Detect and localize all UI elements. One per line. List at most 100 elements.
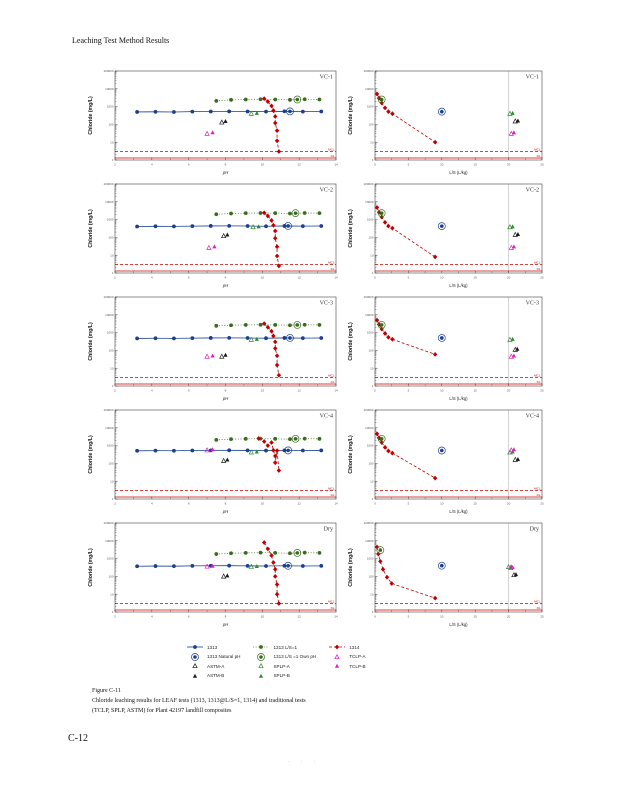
legend-column: 1313 1313 Natural pH ASTM-A ASTM-B [186, 643, 240, 680]
caption-line2: (TCLP, SPLP, ASTM) for Plant 42197 landf… [92, 707, 232, 714]
svg-text:12: 12 [297, 615, 301, 619]
svg-text:2: 2 [114, 389, 116, 393]
legend-item-label: 1313 L/S =1 Own pH [273, 654, 317, 659]
svg-text:100000: 100000 [363, 408, 373, 412]
legend-marker-icon [257, 652, 266, 661]
svg-text:1000: 1000 [107, 218, 114, 222]
legend-item-label: 1314 [349, 644, 360, 650]
svg-text:DL: DL [537, 380, 541, 384]
svg-text:15: 15 [474, 502, 478, 506]
svg-text:Chloride (mg/L): Chloride (mg/L) [348, 96, 354, 135]
legend-item: TCLP-B [328, 662, 366, 670]
svg-text:10: 10 [370, 253, 374, 257]
svg-text:15: 15 [474, 615, 478, 619]
chart-vc1-ls: 1 10 100 1000 10000 100000 0 5 10 15 20 25 L/S (L/kg… [345, 64, 551, 177]
svg-text:14: 14 [334, 163, 338, 167]
svg-text:Chloride (mg/L): Chloride (mg/L) [88, 435, 94, 474]
svg-text:VC-2: VC-2 [526, 188, 539, 194]
legend-item: 1313 [186, 643, 240, 651]
svg-text:8: 8 [225, 276, 227, 280]
legend-item: SPLP-A [252, 662, 316, 670]
svg-text:15: 15 [474, 276, 478, 280]
svg-text:1000: 1000 [367, 557, 374, 561]
svg-text:14: 14 [334, 502, 338, 506]
svg-text:DL: DL [331, 606, 335, 610]
legend-item: ASTM-B [186, 672, 240, 680]
charts-grid: 1 10 100 1000 10000 100000 2 4 6 8 10 12 14 pH Chlorid… [85, 64, 551, 629]
chart-svg: 1 10 100 1000 10000 100000 0 5 10 15 20 25 L/S (L/kg… [348, 295, 544, 401]
svg-text:10: 10 [370, 366, 374, 370]
chart-svg: 1 10 100 1000 10000 100000 2 4 6 8 10 12 14 pH Chlorid… [88, 182, 338, 288]
svg-text:10: 10 [261, 502, 265, 506]
svg-text:Chloride (mg/L): Chloride (mg/L) [348, 435, 354, 474]
svg-text:15: 15 [474, 389, 478, 393]
svg-text:15: 15 [474, 163, 478, 167]
svg-text:pH: pH [222, 509, 229, 514]
chart-svg: 1 10 100 1000 10000 100000 2 4 6 8 10 12 14 pH Chlorid… [88, 69, 338, 175]
svg-text:10000: 10000 [365, 87, 374, 91]
svg-text:10000: 10000 [105, 87, 114, 91]
svg-text:4: 4 [151, 615, 153, 619]
svg-text:VC-4: VC-4 [526, 414, 539, 420]
svg-text:2: 2 [114, 615, 116, 619]
legend-item-label: SPLP-B [273, 673, 290, 678]
svg-text:14: 14 [334, 276, 338, 280]
svg-text:Chloride (mg/L): Chloride (mg/L) [88, 209, 94, 248]
chart-vc4-ph: 1 10 100 1000 10000 100000 2 4 6 8 10 12 14 pH Chlorid… [85, 403, 345, 516]
svg-text:DL: DL [537, 267, 541, 271]
svg-text:1: 1 [372, 271, 374, 275]
legend-item-label: TCLP-A [349, 654, 366, 659]
svg-text:100000: 100000 [363, 521, 373, 525]
svg-text:pH: pH [222, 622, 229, 627]
svg-text:10: 10 [261, 276, 265, 280]
svg-text:100000: 100000 [103, 295, 113, 299]
svg-text:1: 1 [372, 384, 374, 388]
footer-marks: · · · [288, 760, 321, 765]
svg-text:Chloride (mg/L): Chloride (mg/L) [348, 209, 354, 248]
svg-text:L/S (L/kg): L/S (L/kg) [449, 170, 468, 175]
svg-text:VC-1: VC-1 [526, 75, 539, 81]
svg-text:25: 25 [540, 502, 544, 506]
svg-text:10000: 10000 [105, 200, 114, 204]
svg-text:1: 1 [112, 271, 114, 275]
svg-text:Chloride (mg/L): Chloride (mg/L) [88, 322, 94, 361]
svg-text:20: 20 [507, 276, 511, 280]
svg-text:1: 1 [112, 384, 114, 388]
svg-text:100: 100 [368, 462, 373, 466]
svg-text:10000: 10000 [365, 313, 374, 317]
legend-marker-icon [258, 662, 265, 669]
svg-text:L/S (L/kg): L/S (L/kg) [449, 396, 468, 401]
svg-text:10: 10 [370, 592, 374, 596]
legend-marker-icon [329, 644, 346, 650]
legend-marker-icon [191, 652, 199, 661]
legend-item: 1313 L/S =1 Own pH [252, 652, 317, 661]
svg-text:0: 0 [374, 276, 376, 280]
svg-text:8: 8 [225, 502, 227, 506]
svg-text:Dry: Dry [530, 527, 539, 533]
svg-text:pH: pH [222, 170, 229, 175]
svg-text:MCL: MCL [328, 373, 335, 377]
svg-text:0: 0 [374, 389, 376, 393]
svg-text:VC-3: VC-3 [526, 301, 539, 307]
svg-text:1000: 1000 [367, 218, 374, 222]
svg-text:0: 0 [374, 163, 376, 167]
svg-text:6: 6 [188, 502, 190, 506]
svg-text:MCL: MCL [534, 147, 541, 151]
svg-text:100: 100 [108, 462, 113, 466]
legend-column: 1314 TCLP-A TCLP-B [328, 643, 366, 680]
chart-vc1-ph: 1 10 100 1000 10000 100000 2 4 6 8 10 12 14 pH Chlorid… [85, 64, 345, 177]
svg-text:Chloride (mg/L): Chloride (mg/L) [88, 96, 94, 135]
legend-item-label: ASTM-A [207, 663, 225, 669]
figure-label: Figure C-11 [92, 688, 121, 694]
svg-text:1000: 1000 [367, 331, 374, 335]
chart-vc3-ph: 1 10 100 1000 10000 100000 2 4 6 8 10 12 14 pH Chlorid… [85, 290, 345, 403]
svg-text:Chloride (mg/L): Chloride (mg/L) [88, 548, 94, 587]
svg-text:MCL: MCL [328, 486, 335, 490]
svg-text:VC-2: VC-2 [320, 188, 333, 194]
legend-marker-icon [192, 662, 198, 669]
svg-text:DL: DL [331, 267, 335, 271]
svg-text:1000: 1000 [107, 105, 114, 109]
svg-text:MCL: MCL [328, 260, 335, 264]
svg-text:100: 100 [108, 575, 113, 579]
legend-item: ASTM-A [186, 662, 240, 670]
